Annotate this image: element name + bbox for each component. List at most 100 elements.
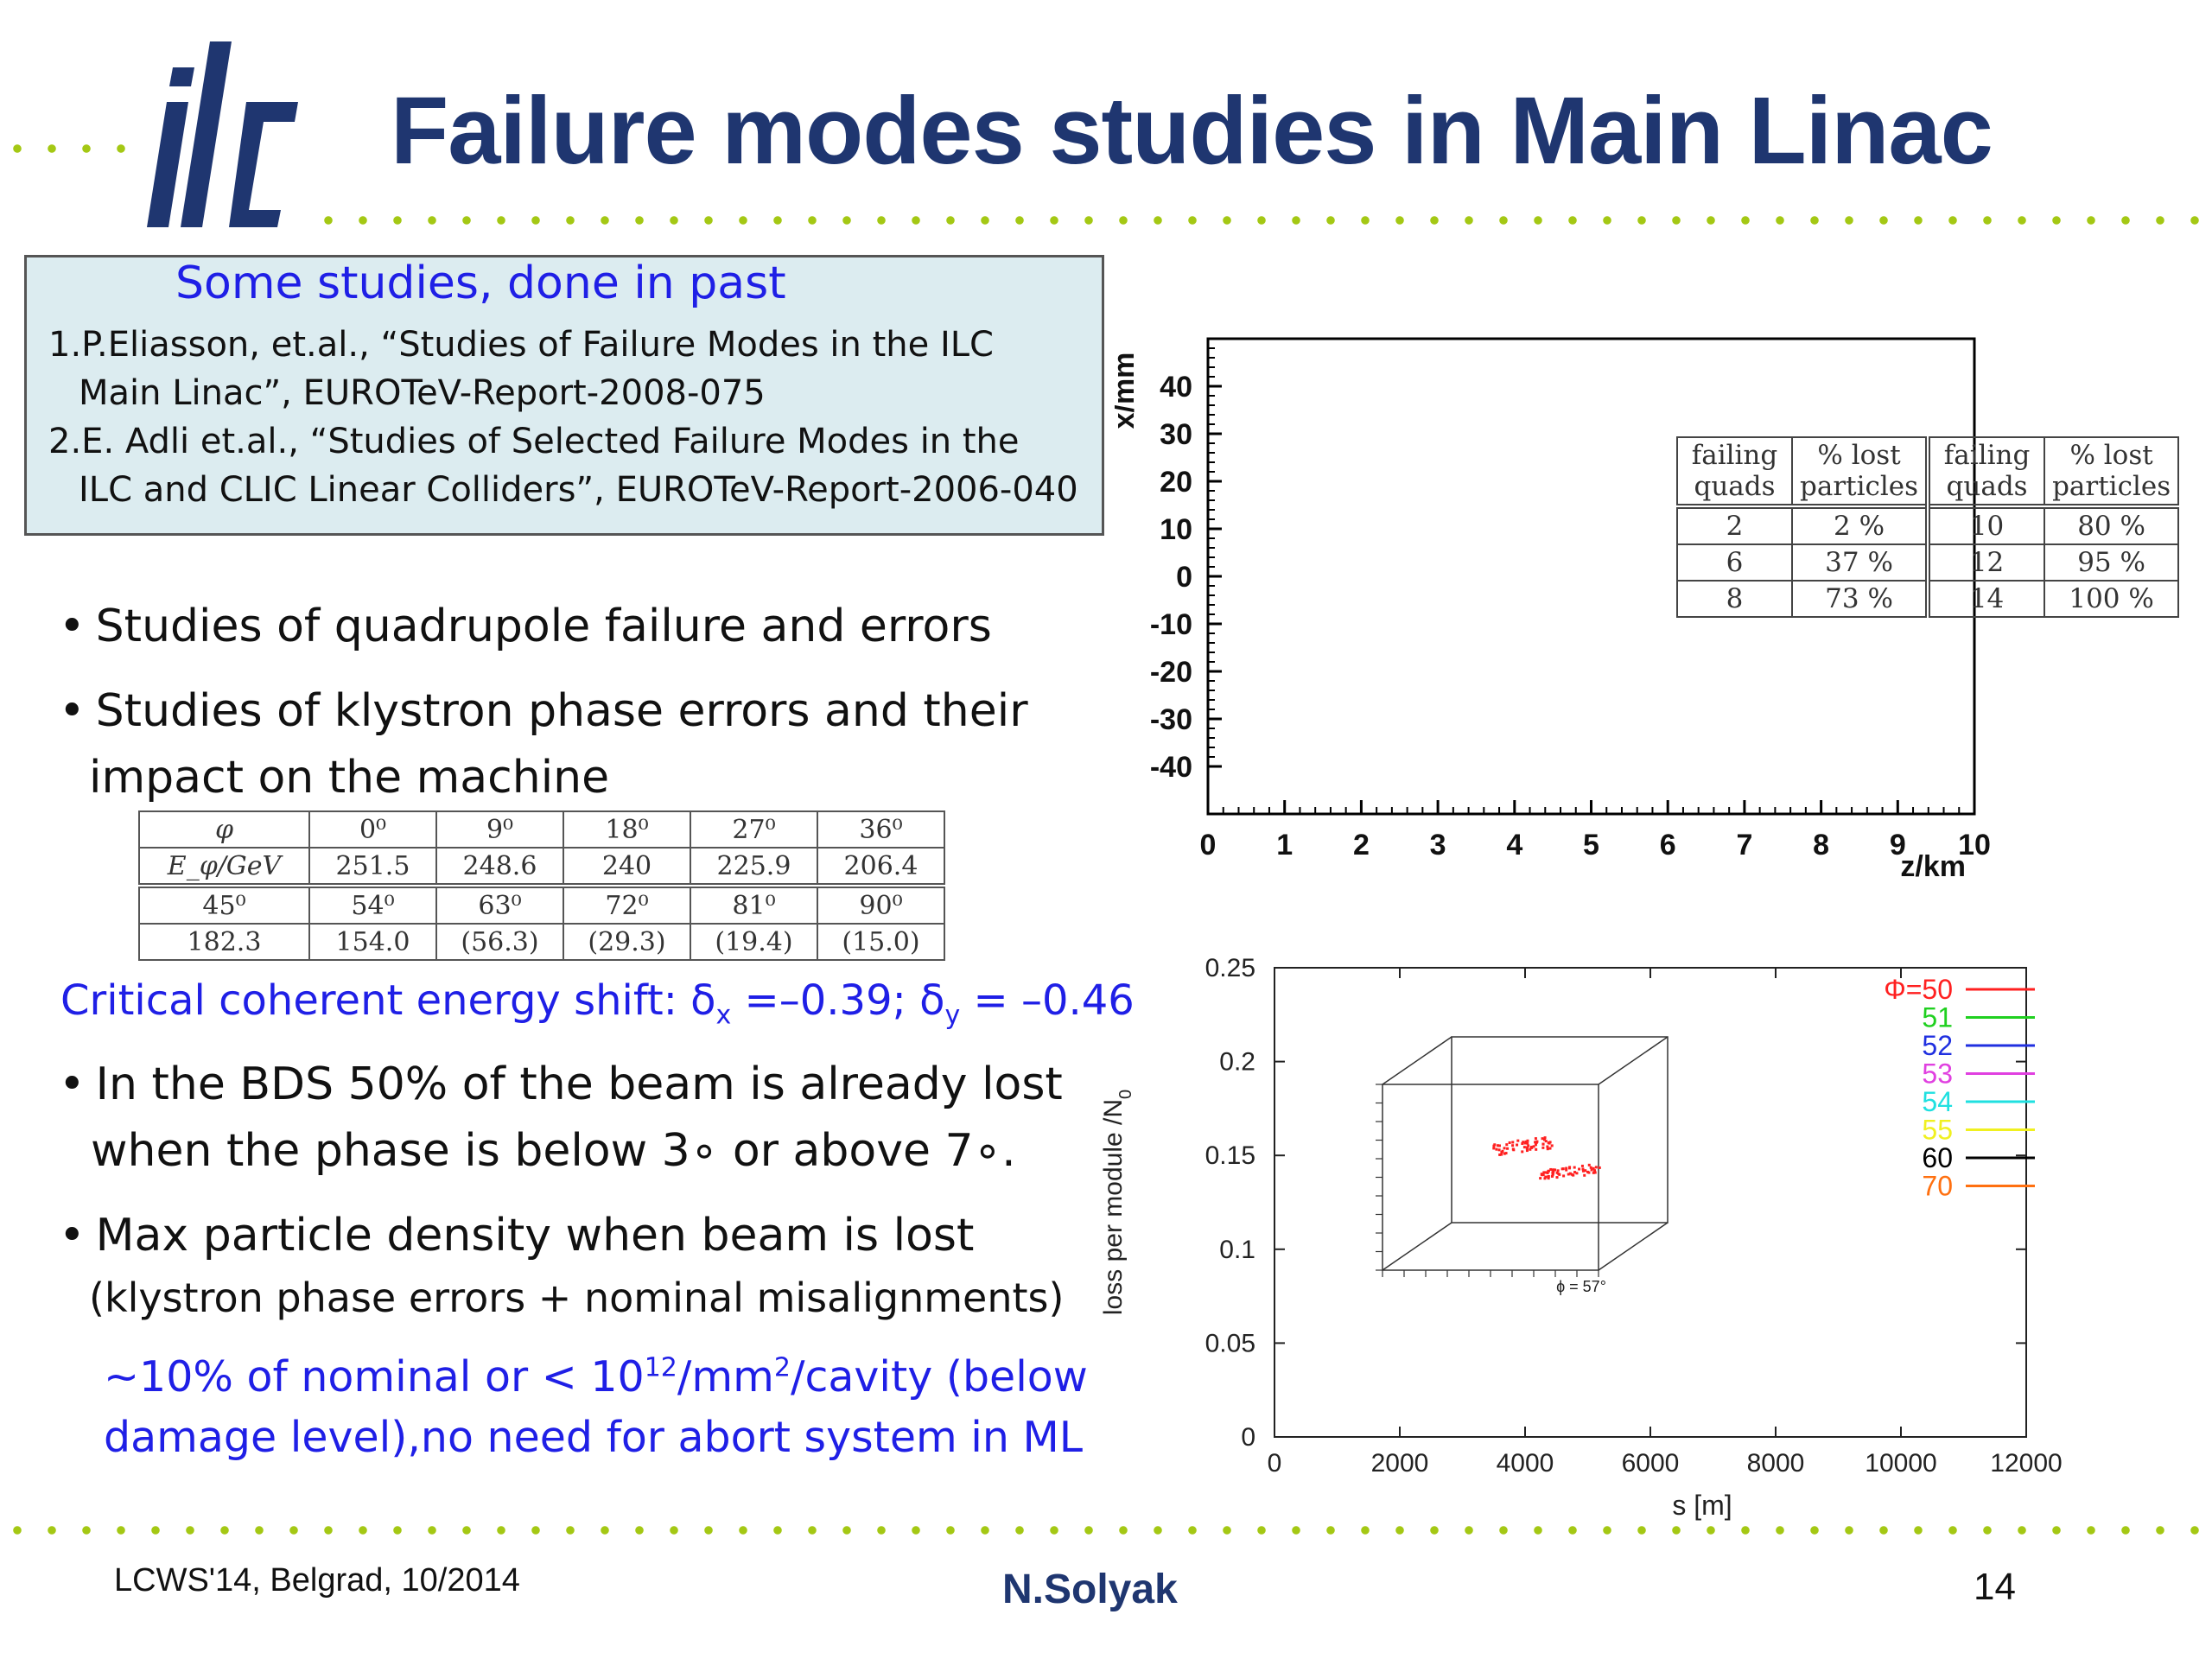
reference-line: Main Linac”, EUROTeV-Report-2008-075 — [79, 373, 766, 413]
references-box: Some studies, done in past 1.P.Eliasson,… — [24, 255, 1104, 536]
inset-particle-point — [1544, 1171, 1548, 1174]
inset-particle-point — [1562, 1174, 1566, 1178]
inset-particle-point — [1556, 1169, 1560, 1173]
inset-particle-point — [1541, 1137, 1544, 1141]
note-sup: 2 — [773, 1352, 791, 1383]
legend-label: 54 — [1922, 1086, 1953, 1117]
inset-particle-point — [1567, 1173, 1570, 1176]
y-tick-label: 0.1 — [1219, 1236, 1255, 1264]
table-cell: 206.4 — [817, 847, 945, 887]
x-tick-label: 0 — [1200, 829, 1217, 861]
table-cell: φ — [138, 810, 310, 849]
table-header-cell: failing quads — [1676, 436, 1793, 507]
ilc-logo — [147, 41, 298, 227]
y-tick-label: 40 — [1160, 371, 1192, 404]
inset-particle-point — [1543, 1136, 1547, 1140]
bullet-klystron: • Studies of klystron phase errors and th… — [59, 685, 1028, 737]
table-cell: 182.3 — [138, 923, 310, 961]
inset-particle-point — [1535, 1141, 1538, 1144]
x-tick-label: 9 — [1890, 829, 1906, 861]
x-tick-label: 1 — [1276, 829, 1293, 861]
inset-particle-point — [1593, 1171, 1597, 1174]
table-header-cell: % lost particles — [1790, 436, 1929, 507]
inset-particle-point — [1492, 1147, 1496, 1150]
bullet-klystron-cont: impact on the machine — [89, 752, 610, 804]
inset-particle-point — [1584, 1169, 1587, 1173]
inset-particle-point — [1546, 1147, 1549, 1151]
table-row: failing quads % lost particles failing quad… — [1676, 436, 2180, 507]
inset-particle-point — [1501, 1149, 1504, 1153]
bullet-text: Studies of klystron phase errors and the… — [95, 685, 1028, 737]
reference-line: 2.E. Adli et.al., “Studies of Selected F… — [48, 422, 1020, 461]
bullet-text: Studies of quadrupole failure and errors — [95, 601, 992, 652]
x-tick-label: 5 — [1583, 829, 1599, 861]
x-tick-label: 6 — [1660, 829, 1676, 861]
cube-edge — [1598, 1036, 1669, 1085]
inset-particle-point — [1498, 1153, 1502, 1156]
header-text: % lost — [2069, 440, 2153, 471]
inset-particle-point — [1547, 1169, 1550, 1173]
inset-particle-point — [1527, 1144, 1530, 1147]
table-cell: (19.4) — [690, 923, 818, 961]
inset-particle-point — [1551, 1168, 1554, 1172]
y-tick-label: 0.2 — [1219, 1048, 1255, 1077]
inset-particle-point — [1543, 1177, 1547, 1180]
inset-particle-point — [1581, 1169, 1585, 1173]
y-tick-label: 0 — [1241, 1423, 1255, 1452]
table-cell: 63⁰ — [435, 885, 564, 925]
table-cell: 73 % — [1790, 580, 1929, 618]
table-cell: 0⁰ — [308, 810, 437, 849]
inset-particle-point — [1542, 1138, 1546, 1141]
critical-sub-y: y — [944, 1000, 961, 1031]
inset-particle-point — [1548, 1141, 1552, 1144]
table-cell: (56.3) — [435, 923, 564, 961]
x-axis-label: s [m] — [1672, 1490, 1732, 1521]
header-text: particles — [2052, 471, 2171, 502]
legend-label: 52 — [1922, 1030, 1953, 1061]
cube-edge — [1598, 1222, 1669, 1271]
header-text: particles — [1800, 471, 1919, 502]
inset-particle-point — [1593, 1169, 1597, 1173]
table-cell: 18⁰ — [563, 810, 691, 849]
table-cell: 54⁰ — [308, 885, 437, 925]
table-cell: 9⁰ — [435, 810, 564, 849]
inset-particle-point — [1493, 1143, 1497, 1147]
y-tick-label: 0.15 — [1205, 1141, 1255, 1170]
inset-particle-point — [1548, 1147, 1552, 1150]
table-cell: 14 — [1925, 580, 2046, 618]
table-cell: 8 — [1676, 580, 1793, 618]
table-cell: 100 % — [2044, 580, 2180, 618]
table-cell: 95 % — [2044, 543, 2180, 582]
table-row: 45⁰ 54⁰ 63⁰ 72⁰ 81⁰ 90⁰ — [138, 885, 945, 925]
loss-axes: 0 2000 4000 6000 8000 10000 12000 0.25 0.2 0.15 0.… — [1099, 954, 2063, 1521]
inset-particle-point — [1508, 1141, 1511, 1144]
inset-particle-point — [1526, 1139, 1529, 1142]
inset-particle-point — [1590, 1168, 1593, 1172]
table-cell: 2 — [1676, 505, 1793, 545]
critical-energy-shift: Critical coherent energy shift: δx =–0.3… — [60, 976, 1135, 1031]
inset-particle-point — [1511, 1144, 1515, 1147]
inset-particle-point — [1550, 1174, 1554, 1178]
inset-particle-point — [1496, 1144, 1499, 1147]
table-cell: E_φ/GeV — [138, 847, 310, 887]
inset-particle-point — [1565, 1166, 1568, 1170]
y-tick-label: -10 — [1150, 608, 1192, 641]
x-tick-label: 2000 — [1371, 1449, 1429, 1478]
y-tick-label: -20 — [1150, 656, 1192, 689]
inset-particle-point — [1587, 1163, 1591, 1166]
x-tick-label: 7 — [1736, 829, 1752, 861]
reference-line: ILC and CLIC Linear Colliders”, EUROTeV-… — [79, 470, 1078, 510]
table-cell: 225.9 — [690, 847, 818, 887]
plot-frame — [1274, 967, 2027, 1438]
table-cell: 72⁰ — [563, 885, 691, 925]
y-tick-label: 10 — [1160, 513, 1192, 546]
inset-particle-point — [1592, 1171, 1595, 1174]
bullet-text: In the BDS 50% of the beam is already lo… — [95, 1058, 1063, 1110]
inset-particle-point — [1540, 1173, 1543, 1177]
y-tick-label: 30 — [1160, 418, 1192, 451]
inset-particle-point — [1523, 1141, 1527, 1145]
bullet-text: Max particle density when beam is lost — [95, 1210, 975, 1262]
table-cell: 81⁰ — [690, 885, 818, 925]
inset-particle-point — [1539, 1177, 1542, 1180]
